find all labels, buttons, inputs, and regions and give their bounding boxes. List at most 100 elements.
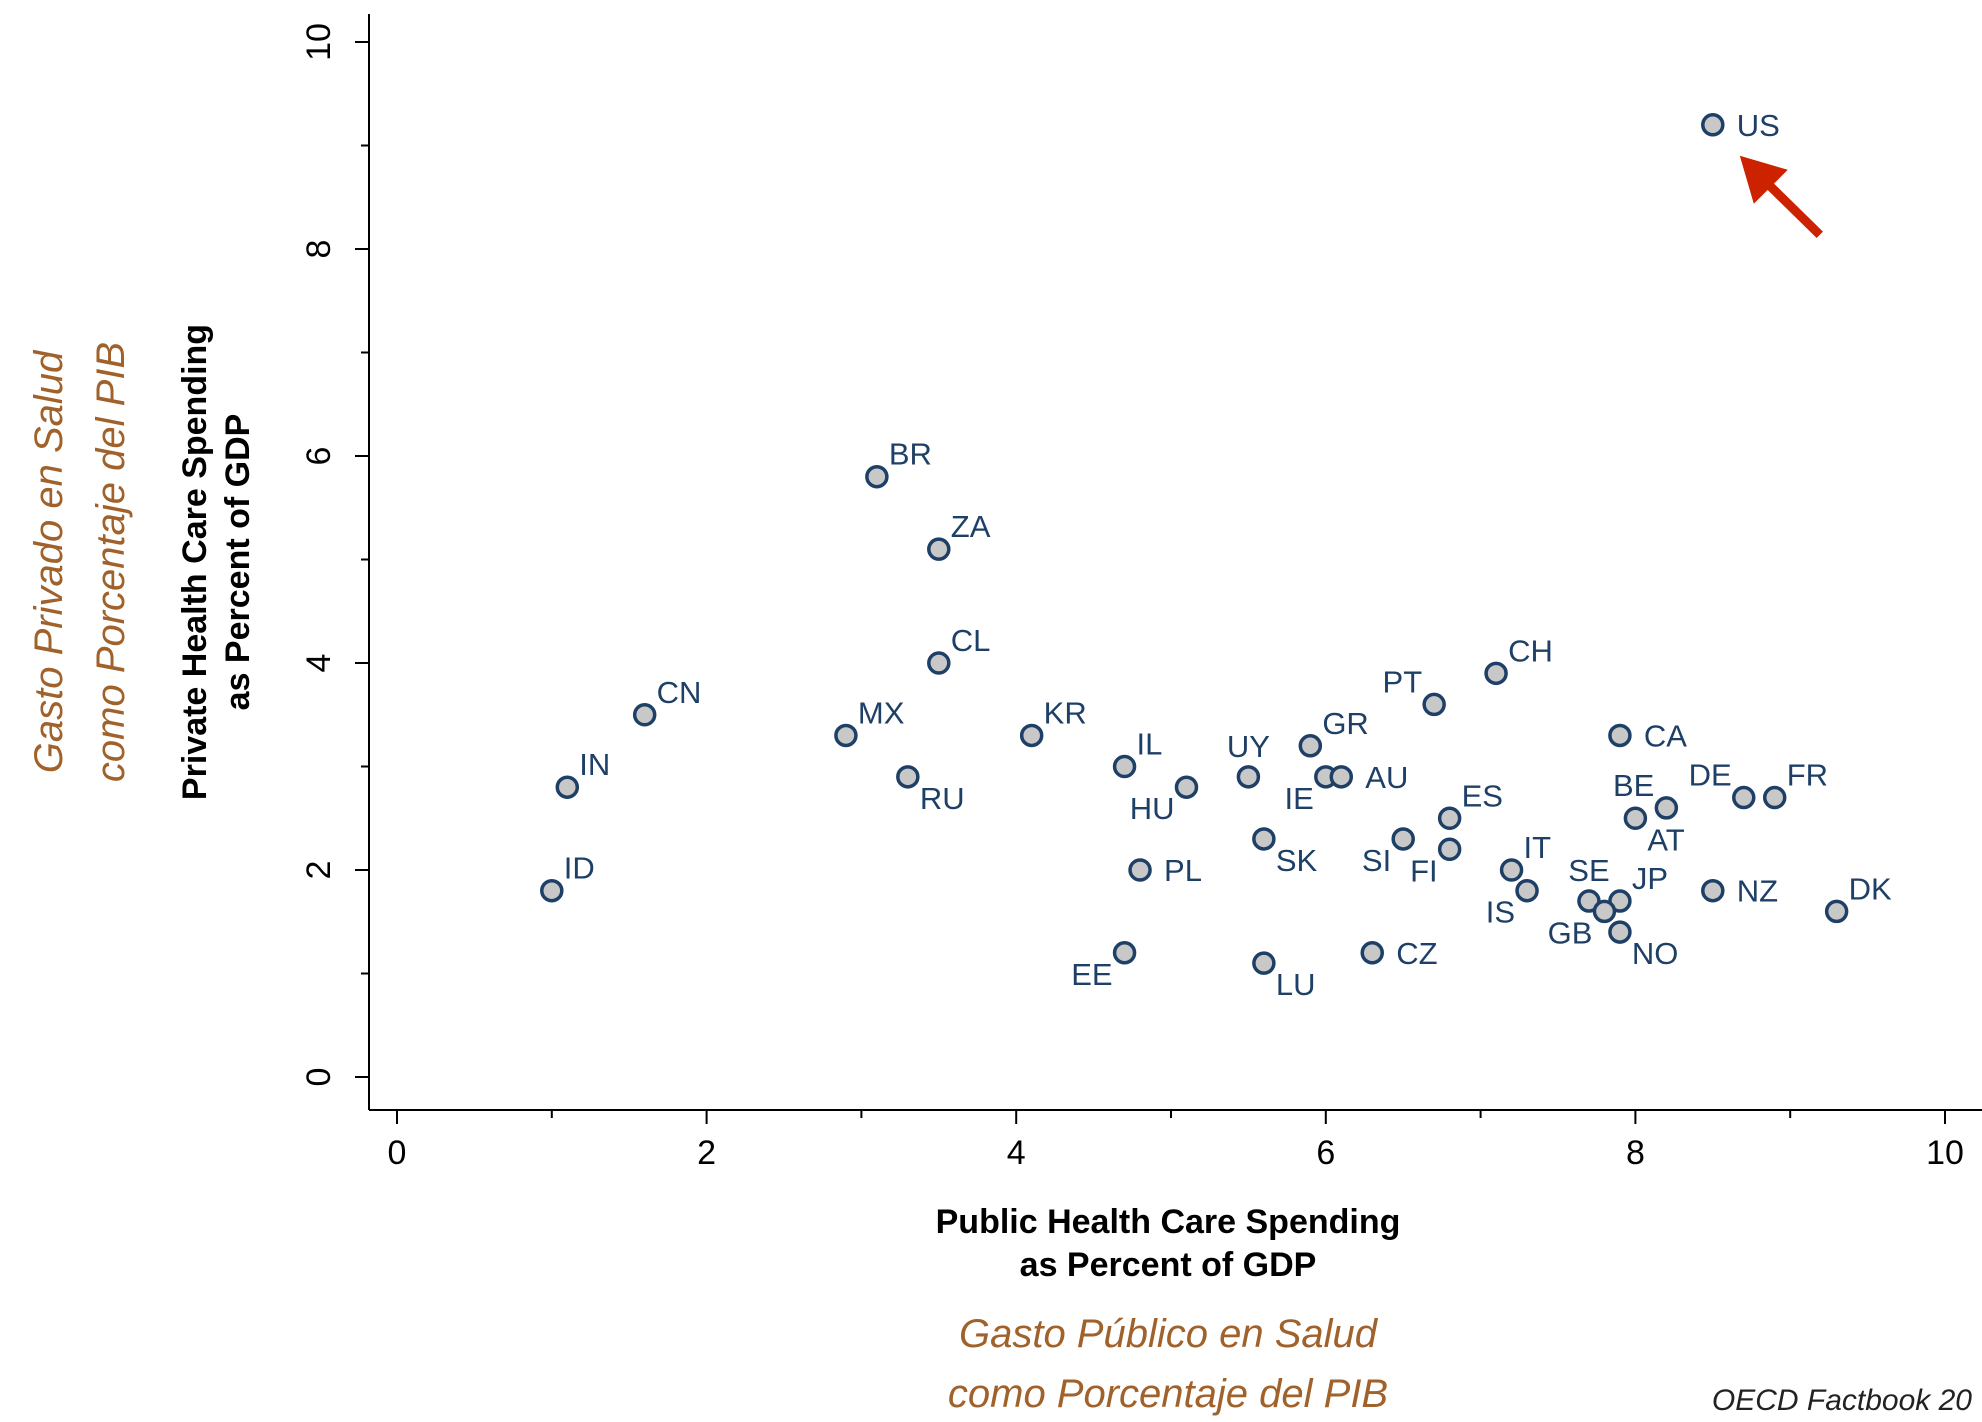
x-axis-ticks: 0 2 4 6 8 10 xyxy=(388,1110,1964,1172)
data-label-ie: IE xyxy=(1285,781,1314,816)
y-axis-alt-title-line2: como Porcentaje del PIB xyxy=(89,342,133,782)
y-tick-label: 2 xyxy=(300,861,338,880)
arrow-shaft xyxy=(1764,180,1823,239)
data-point-in xyxy=(555,775,580,799)
x-tick-label: 4 xyxy=(1007,1134,1026,1172)
data-label-id: ID xyxy=(564,851,595,886)
data-point-ch xyxy=(1484,661,1508,686)
data-point-au xyxy=(1329,765,1354,789)
data-point-be xyxy=(1654,796,1679,820)
data-label-ch: CH xyxy=(1508,633,1553,668)
data-label-gr: GR xyxy=(1322,706,1369,741)
y-axis-ticks: 0 2 4 6 8 10 xyxy=(300,23,369,1086)
data-label-ee: EE xyxy=(1071,957,1112,992)
y-tick-label: 4 xyxy=(300,654,338,673)
data-point-hu xyxy=(1174,775,1199,799)
data-point-it xyxy=(1499,858,1524,882)
data-label-fr: FR xyxy=(1787,758,1828,793)
data-point-at xyxy=(1623,806,1648,830)
data-label-be: BE xyxy=(1613,768,1654,803)
data-label-si: SI xyxy=(1362,843,1391,878)
y-axis-title-line1: Private Health Care Spending xyxy=(176,324,214,800)
data-point-id xyxy=(540,878,564,903)
data-label-jp: JP xyxy=(1632,861,1668,896)
data-label-nz: NZ xyxy=(1737,874,1778,909)
axes xyxy=(368,14,1982,1111)
data-point-gb xyxy=(1592,899,1617,924)
data-point-pl xyxy=(1128,858,1152,882)
data-label-fi: FI xyxy=(1410,853,1438,888)
data-label-it: IT xyxy=(1524,830,1552,865)
highlight-arrow-icon xyxy=(1739,155,1823,239)
data-point-us xyxy=(1701,113,1725,137)
y-axis-alt-title-line1: Gasto Privado en Salud xyxy=(27,349,71,773)
data-label-mx: MX xyxy=(858,695,905,730)
data-label-in: IN xyxy=(579,747,610,782)
data-label-us: US xyxy=(1737,108,1780,143)
data-label-za: ZA xyxy=(951,509,991,544)
x-axis-alt-title-line2: como Porcentaje del PIB xyxy=(948,1372,1388,1416)
x-axis-title-line1: Public Health Care Spending xyxy=(936,1203,1401,1241)
data-label-cn: CN xyxy=(657,675,702,710)
y-tick-label: 6 xyxy=(300,447,338,466)
data-label-il: IL xyxy=(1137,727,1163,762)
data-label-de: DE xyxy=(1689,758,1732,793)
data-label-no: NO xyxy=(1632,936,1679,971)
data-points: US BR ZA CL CH PT CN MX KR CA GR IL RU UY IE AU IN HU DE FR… xyxy=(540,108,1892,1002)
y-tick-label: 10 xyxy=(300,23,338,61)
data-label-sk: SK xyxy=(1276,843,1318,878)
x-tick-label: 0 xyxy=(388,1134,407,1172)
y-tick-label-group: 0 xyxy=(300,1068,338,1087)
x-axis-alt-title-line1: Gasto Público en Salud xyxy=(959,1312,1379,1356)
x-tick-label: 10 xyxy=(1926,1134,1964,1172)
data-point-cn xyxy=(632,703,657,727)
x-tick-label: 6 xyxy=(1316,1134,1335,1172)
data-point-za xyxy=(927,537,951,561)
data-label-is: IS xyxy=(1486,895,1515,930)
data-label-hu: HU xyxy=(1130,791,1175,826)
data-label-cl: CL xyxy=(951,623,991,658)
data-label-pl: PL xyxy=(1164,853,1202,888)
data-label-br: BR xyxy=(889,437,932,472)
data-point-br xyxy=(865,464,889,489)
data-point-lu xyxy=(1252,951,1276,975)
data-point-cz xyxy=(1360,941,1384,965)
data-point-es xyxy=(1437,806,1462,830)
data-point-pt xyxy=(1422,692,1446,717)
data-label-kr: KR xyxy=(1044,695,1087,730)
data-point-ee xyxy=(1112,941,1137,965)
data-point-si xyxy=(1391,827,1415,851)
data-point-cl xyxy=(927,651,951,675)
y-tick-label-group: 10 xyxy=(300,23,338,61)
data-label-gb: GB xyxy=(1548,915,1593,950)
y-tick-label-group: 2 xyxy=(300,861,338,880)
data-label-at: AT xyxy=(1647,822,1684,857)
x-axis-title-line2: as Percent of GDP xyxy=(1020,1246,1317,1284)
x-tick-label: 8 xyxy=(1626,1134,1645,1172)
data-point-gr xyxy=(1298,734,1323,758)
data-point-fr xyxy=(1762,785,1787,810)
data-point-de xyxy=(1732,785,1756,810)
y-tick-label: 0 xyxy=(300,1068,338,1087)
data-point-ru xyxy=(896,765,920,789)
data-label-ca: CA xyxy=(1644,718,1687,753)
data-label-cz: CZ xyxy=(1396,936,1437,971)
y-tick-label: 8 xyxy=(300,240,338,259)
data-point-sk xyxy=(1252,827,1276,851)
data-label-uy: UY xyxy=(1227,729,1270,764)
data-point-is xyxy=(1515,878,1539,903)
data-point-dk xyxy=(1824,899,1849,924)
x-tick-label: 2 xyxy=(697,1134,716,1172)
source-note: OECD Factbook 20 xyxy=(1712,1384,1972,1417)
y-tick-label-group: 6 xyxy=(300,447,338,466)
data-point-ca xyxy=(1608,723,1632,748)
data-point-uy xyxy=(1236,765,1261,789)
data-point-nz xyxy=(1701,878,1725,903)
arrow-head xyxy=(1739,155,1788,204)
y-axis-title-line2: as Percent of GDP xyxy=(219,414,257,711)
data-label-lu: LU xyxy=(1276,967,1316,1002)
data-label-pt: PT xyxy=(1383,664,1423,699)
data-label-au: AU xyxy=(1365,760,1408,795)
data-label-se: SE xyxy=(1568,853,1609,888)
